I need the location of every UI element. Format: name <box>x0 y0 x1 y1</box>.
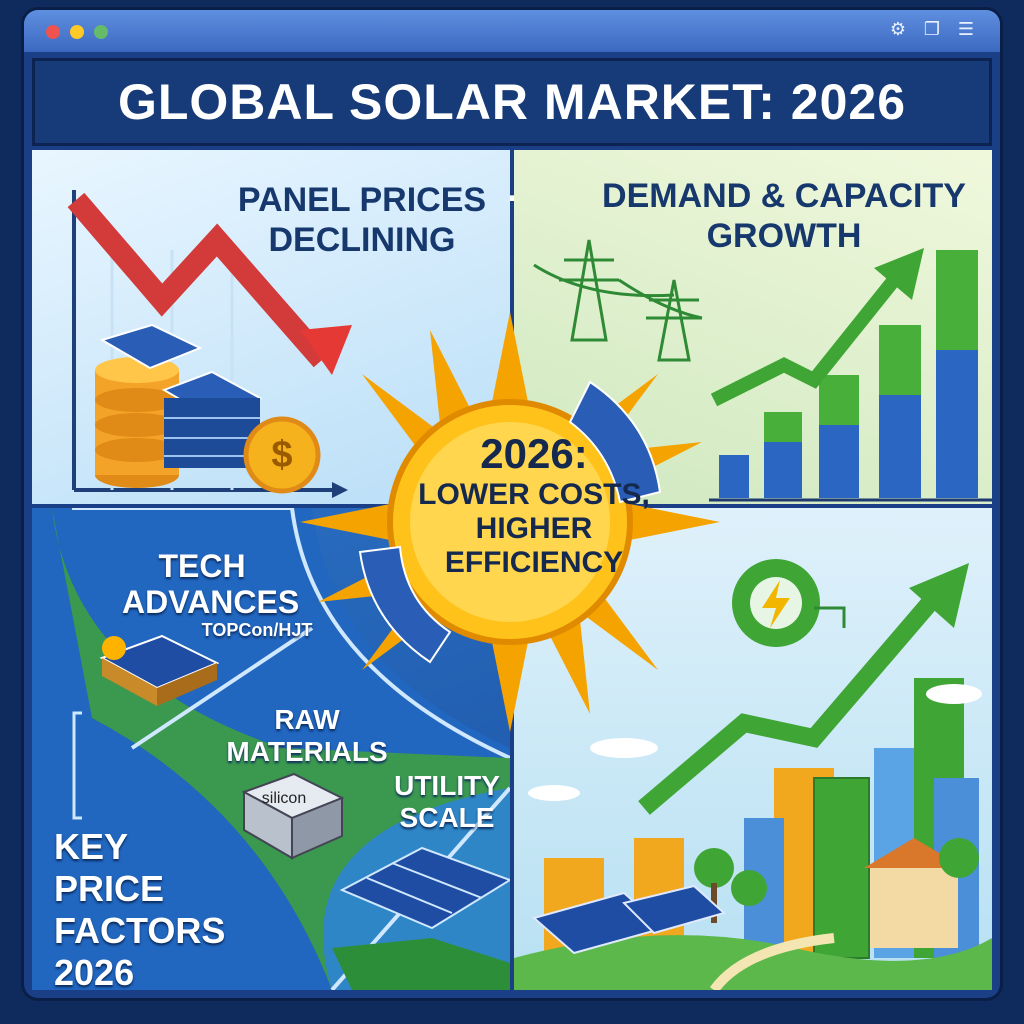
key-label-line4: 2026 <box>54 952 135 990</box>
ground-solar-panels-icon <box>531 884 727 955</box>
growth-arrow-icon <box>909 563 969 628</box>
raw-label-line1: RAW <box>274 704 340 735</box>
page-header: GLOBAL SOLAR MARKET: 2026 OUTLOOK <box>32 58 992 212</box>
demand-title-line2: GROWTH <box>706 217 862 255</box>
center-year: 2026: <box>480 430 588 477</box>
tech-panel-icon <box>99 634 220 706</box>
dollar-symbol: $ <box>271 434 293 476</box>
minimize-window-button[interactable] <box>70 25 84 39</box>
dollar-coin-icon <box>243 416 321 494</box>
window-restore-icon[interactable]: ❐ <box>923 19 941 40</box>
down-arrow-icon <box>300 325 352 375</box>
factors-illustration <box>32 508 510 990</box>
prices-title-line1: PANEL PRICES <box>237 181 487 219</box>
up-arrow-icon <box>874 248 924 300</box>
prices-illustration <box>67 190 352 498</box>
key-label-line3: FACTORS <box>54 910 226 951</box>
curved-solar-panel-icon <box>358 380 662 664</box>
sun-badge <box>300 312 720 732</box>
tech-sub-label: TOPCon/HJT <box>201 620 313 640</box>
utility-solar-farm-icon <box>332 846 510 990</box>
panel-demand-growth: DEMAND & CAPACITY GROWTH <box>514 150 992 504</box>
panel-city-growth <box>514 508 992 990</box>
silicon-block-icon <box>241 772 345 860</box>
tech-label-line1: TECH <box>158 548 246 584</box>
menu-icon[interactable]: ☰ <box>957 19 975 40</box>
city-illustration <box>514 559 992 990</box>
solar-panel-stack-icon <box>99 323 263 468</box>
utility-label-line1: UTILITY <box>394 770 500 801</box>
power-tower-icon <box>533 239 703 362</box>
center-message: 2026: LOWER COSTS, HIGHER EFFICIENCY <box>404 430 664 580</box>
efficiency-gear-icon <box>732 559 820 647</box>
demand-illustration <box>533 239 992 502</box>
app-window: ⚙ ❐ ☰ GLOBAL SOLAR MARKET: 2026 OUTLOOK <box>24 10 1000 998</box>
raw-label-line2: MATERIALS <box>226 736 388 767</box>
gear-icon[interactable]: ⚙ <box>889 19 907 40</box>
key-label-line1: KEY <box>54 826 129 867</box>
utility-label-line2: SCALE <box>399 802 495 833</box>
center-line3: HIGHER <box>475 512 593 545</box>
capacity-bar-chart <box>709 250 992 502</box>
close-window-button[interactable] <box>46 25 60 39</box>
silicon-label: silicon <box>261 790 307 807</box>
tech-label-line2: ADVANCES <box>122 584 300 620</box>
center-line4: EFFICIENCY <box>444 546 624 579</box>
key-label-line2: PRICE <box>54 868 165 909</box>
title-bar: ⚙ ❐ ☰ <box>24 10 1000 52</box>
demand-title-line1: DEMAND & CAPACITY <box>602 177 966 215</box>
maximize-window-button[interactable] <box>94 25 108 39</box>
prices-title-line2: DECLINING <box>268 221 456 259</box>
center-line2: LOWER COSTS, <box>418 478 650 511</box>
